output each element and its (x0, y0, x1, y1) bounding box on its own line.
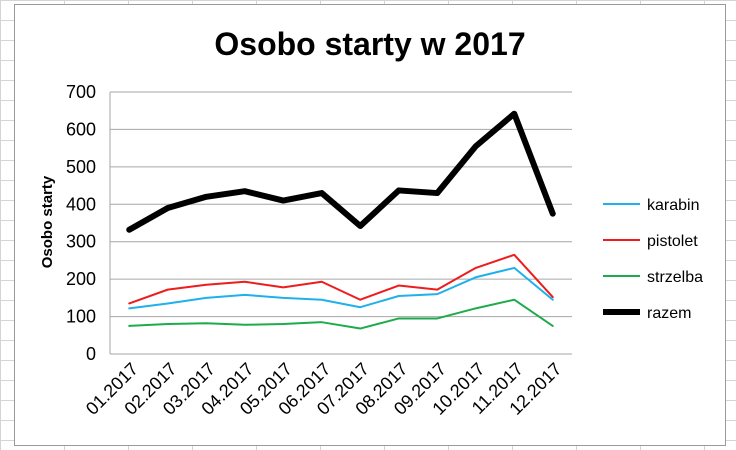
y-tick-label: 700 (66, 82, 96, 102)
y-tick-label: 100 (66, 307, 96, 327)
gridlines (109, 91, 572, 355)
series-line-pistolet (128, 253, 554, 305)
legend-item-karabin[interactable]: karabin (603, 197, 699, 214)
y-tick-label: 300 (66, 232, 96, 252)
series-lines (126, 110, 556, 330)
y-axis-label: Osobo starty (39, 175, 56, 268)
chart-title: Osobo starty w 2017 (214, 26, 525, 62)
y-tick-label: 400 (66, 194, 96, 214)
y-tick-label: 500 (66, 157, 96, 177)
legend[interactable]: karabin pistolet strzelba razem (603, 197, 703, 322)
y-tick-labels: 0 100 200 300 400 500 600 700 (66, 82, 96, 364)
legend-label: razem (647, 305, 691, 322)
legend-item-razem[interactable]: razem (603, 305, 691, 322)
legend-label: strzelba (647, 269, 703, 286)
legend-label: pistolet (647, 233, 698, 250)
legend-label: karabin (647, 197, 699, 214)
legend-item-strzelba[interactable]: strzelba (603, 269, 703, 286)
legend-item-pistolet[interactable]: pistolet (603, 233, 698, 250)
y-tick-label: 200 (66, 269, 96, 289)
x-tick-labels: 01.201702.201703.201704.201705.201706.20… (82, 359, 566, 419)
series-line-karabin (128, 266, 554, 310)
y-tick-label: 0 (86, 344, 96, 364)
series-line-razem (126, 110, 556, 233)
y-tick-label: 600 (66, 119, 96, 139)
series-line-strzelba (128, 298, 554, 330)
